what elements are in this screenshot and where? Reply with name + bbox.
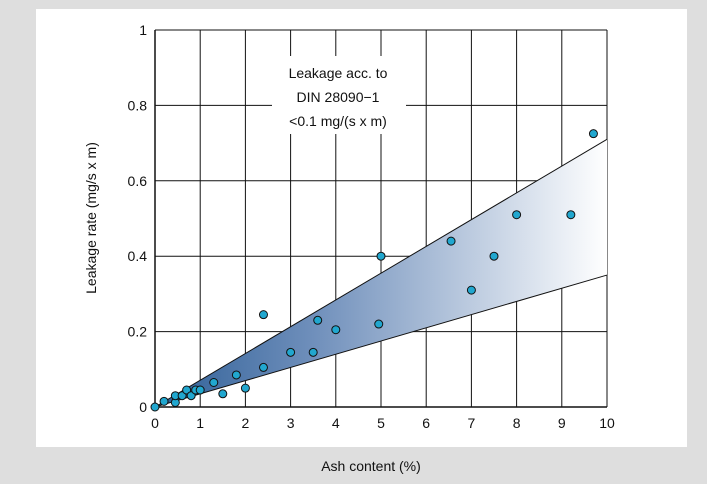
x-tick-label: 2: [242, 415, 250, 431]
y-tick-label: 1: [139, 22, 147, 38]
data-point: [567, 211, 575, 219]
data-point: [219, 390, 227, 398]
data-point: [210, 378, 218, 386]
x-tick-label: 6: [422, 415, 430, 431]
data-point: [287, 348, 295, 356]
y-tick-label: 0: [139, 399, 147, 415]
x-tick-label: 7: [468, 415, 476, 431]
data-point: [309, 348, 317, 356]
data-point: [259, 363, 267, 371]
x-tick-label: 9: [558, 415, 566, 431]
data-point: [151, 403, 159, 411]
data-point: [513, 211, 521, 219]
data-point: [490, 252, 498, 260]
y-tick-label: 0.8: [128, 97, 148, 113]
data-point: [467, 286, 475, 294]
annotation-line-2: DIN 28090−1: [297, 89, 380, 105]
data-point: [375, 320, 383, 328]
data-point: [447, 237, 455, 245]
y-tick-label: 0.6: [128, 173, 148, 189]
annotation-line-3: <0.1 mg/(s x m): [289, 113, 387, 129]
x-tick-label: 10: [599, 415, 615, 431]
data-point: [377, 252, 385, 260]
y-tick-label: 0.4: [128, 248, 148, 264]
data-point: [196, 386, 204, 394]
x-tick-label: 8: [513, 415, 521, 431]
y-axis-label: Leakage rate (mg/s x m): [83, 142, 99, 294]
data-point: [259, 311, 267, 319]
x-tick-label: 4: [332, 415, 340, 431]
data-point: [314, 316, 322, 324]
data-point: [332, 326, 340, 334]
data-point: [241, 384, 249, 392]
y-tick-label: 0.2: [128, 324, 148, 340]
x-axis-label: Ash content (%): [321, 458, 421, 474]
data-point: [589, 130, 597, 138]
x-tick-label: 0: [151, 415, 159, 431]
annotation-line-1: Leakage acc. to: [289, 65, 388, 81]
x-tick-label: 1: [196, 415, 204, 431]
data-point: [160, 397, 168, 405]
x-tick-label: 3: [287, 415, 295, 431]
data-point: [232, 371, 240, 379]
x-tick-label: 5: [377, 415, 385, 431]
